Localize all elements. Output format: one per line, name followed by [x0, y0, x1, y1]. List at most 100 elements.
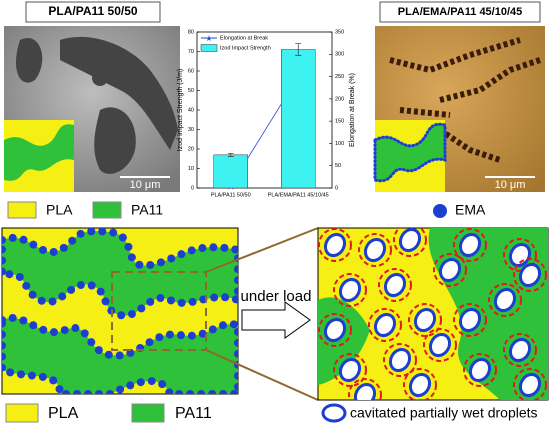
ema-particle [94, 346, 103, 355]
ema-particle [101, 297, 110, 306]
ema-particle [127, 253, 136, 262]
ema-particle [22, 281, 31, 290]
ema-particle [2, 341, 6, 350]
y2-tick-label: 0 [335, 185, 338, 191]
cavity-ring [453, 303, 487, 337]
ema-particle [49, 328, 58, 337]
scale-bar [120, 176, 170, 178]
legend-label: PLA [46, 202, 73, 218]
ema-particle [177, 250, 186, 259]
arrow-label: under load [241, 288, 312, 305]
y2-tick-label: 250 [335, 74, 344, 80]
ema-particle [234, 276, 238, 285]
ema-particle [145, 338, 154, 347]
ema-particle [234, 349, 238, 358]
legend-label: cavitated partially wet droplets [350, 405, 538, 421]
ema-particle [2, 352, 6, 361]
ema-particle [234, 327, 238, 336]
ema-particle [98, 228, 107, 236]
ema-particle [117, 311, 126, 320]
ema-particle [2, 363, 6, 372]
legend-swatch [200, 44, 218, 52]
legend-swatch [131, 403, 165, 423]
droplet [338, 357, 362, 383]
ema-particle [188, 297, 197, 306]
ema-particle [80, 329, 89, 338]
inset-green [4, 124, 74, 181]
afm-particles [389, 37, 541, 163]
ema-particle [39, 325, 48, 334]
droplet [383, 272, 407, 298]
ema-particle [62, 390, 71, 394]
scale-bar [485, 176, 535, 178]
y-tick-label: 30 [188, 127, 194, 133]
cavity-ring [383, 343, 417, 377]
ema-particle [175, 390, 184, 394]
ema-particle [165, 388, 174, 394]
droplet [458, 232, 482, 258]
y2-tick-label: 50 [335, 163, 341, 169]
cavity-ring [513, 258, 547, 292]
ema-particle [8, 233, 17, 242]
droplet [493, 287, 517, 313]
cavity-ring [358, 233, 392, 267]
ema-particle [167, 254, 176, 263]
droplet [363, 237, 387, 263]
ema-particle [68, 236, 77, 245]
y-tick-label: 70 [188, 49, 194, 55]
ema-particle [59, 243, 68, 252]
ema-particle [48, 297, 57, 306]
ema-particle [124, 242, 133, 251]
droplet [508, 337, 532, 363]
bar [213, 154, 248, 189]
cavity-ring [318, 313, 352, 347]
error-bar [295, 43, 302, 56]
droplet [353, 382, 377, 400]
x-tick-label: PLA/EMA/PA11 45/10/45 [268, 192, 329, 198]
legend-marker: ★ [205, 34, 212, 43]
cavity-ring [513, 368, 547, 400]
ema-particle [231, 295, 238, 304]
ema-particle [29, 240, 38, 249]
ema-particle [234, 382, 238, 391]
ema-particle [55, 385, 64, 394]
ema-particle [115, 351, 124, 360]
ema-particle [28, 290, 37, 299]
y-tick-label: 10 [188, 166, 194, 172]
inset-green [373, 122, 447, 183]
ema-particle [17, 370, 26, 379]
ema-particle [156, 294, 165, 303]
ema-particle [135, 260, 144, 269]
pa11-domain [318, 228, 548, 400]
cavity-ring [348, 378, 382, 400]
ema-particle [220, 243, 229, 252]
ema-particle [158, 380, 167, 389]
title-box [379, 1, 541, 23]
ema-particle [234, 371, 238, 380]
ema-particle [104, 350, 113, 359]
droplet [338, 277, 362, 303]
cavity-ring [453, 228, 487, 262]
ema-particle [76, 229, 85, 238]
droplet [438, 257, 462, 283]
ema-particle [187, 246, 196, 255]
legend-label: Izod Impact Strength [220, 45, 271, 51]
droplet [518, 372, 542, 398]
ema-particle [5, 270, 14, 279]
ema-particle [221, 293, 230, 302]
droplet [468, 357, 492, 383]
droplet [413, 307, 437, 333]
ema-particle [137, 304, 146, 313]
ema-particle [71, 324, 80, 333]
droplet [373, 312, 397, 338]
ema-particle [126, 381, 135, 390]
ema-particle [210, 293, 219, 302]
bar [281, 49, 316, 189]
cavity-ring [423, 328, 457, 362]
legend-label: PLA [48, 405, 79, 422]
y2-tick-label: 300 [335, 52, 344, 58]
ema-particle [15, 273, 24, 282]
legend-swatch [92, 201, 122, 219]
y2-tick-label: 350 [335, 29, 344, 35]
cavity-ring [433, 253, 467, 287]
